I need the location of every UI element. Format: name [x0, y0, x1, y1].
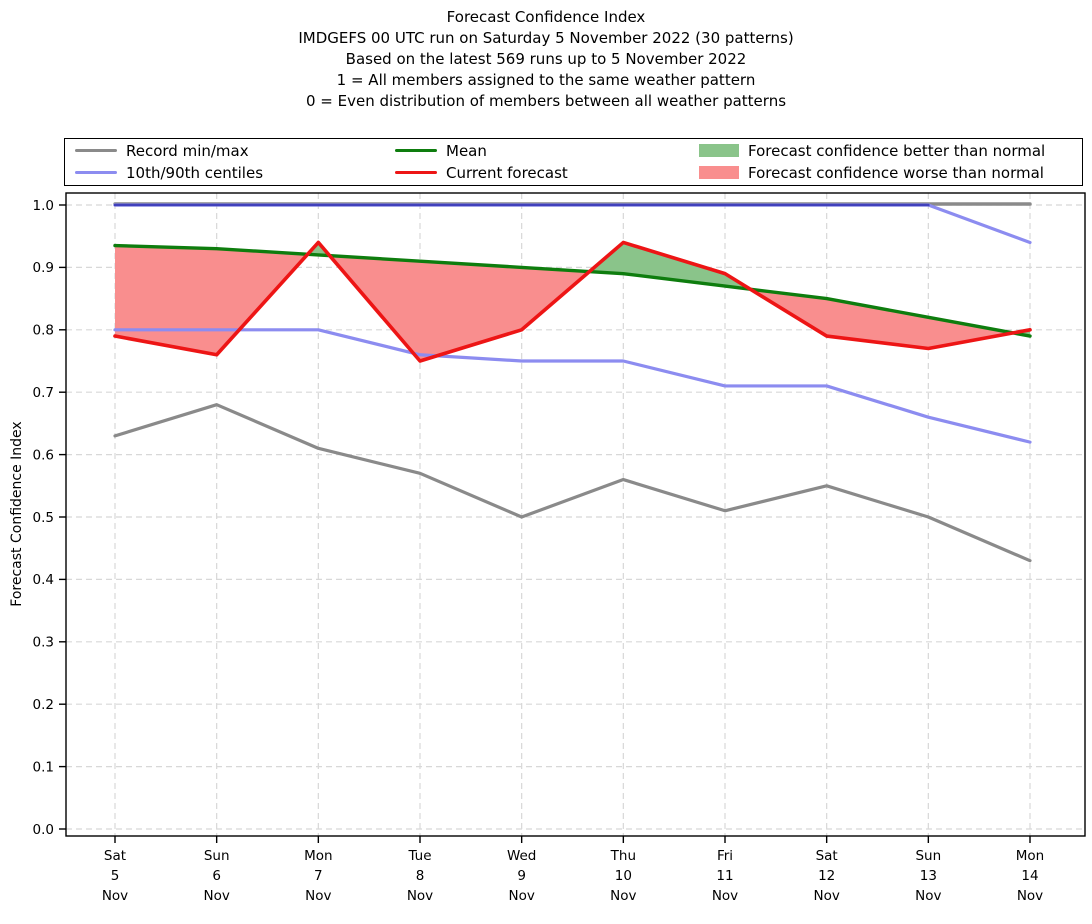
chart-title-block: Forecast Confidence Index IMDGEFS 00 UTC…	[0, 7, 1092, 112]
legend-column-patches: Forecast confidence better than normal F…	[699, 139, 1045, 185]
worse-than-normal-fill-region	[329, 255, 590, 361]
y-tick-label: 0.9	[33, 260, 54, 276]
current-forecast-line-swatch	[395, 170, 437, 175]
current-forecast-line	[113, 240, 1032, 363]
y-tick-label: 0.7	[33, 385, 54, 401]
legend-column-lines-1: Record min/max 10th/90th centiles	[75, 139, 263, 185]
y-tick-label: 0.8	[33, 323, 54, 339]
mean-line-swatch	[395, 148, 437, 153]
x-tick-label: Wed	[507, 848, 536, 864]
x-tick-label: Fri	[717, 848, 733, 864]
y-tick-label: 0.2	[33, 697, 54, 713]
legend-entry-worse-than-normal: Forecast confidence worse than normal	[699, 162, 1045, 183]
legend: Record min/max 10th/90th centiles Mean C…	[64, 138, 1083, 186]
x-tick-label: Mon	[1016, 848, 1044, 864]
legend-label: Current forecast	[446, 163, 568, 182]
legend-label: Forecast confidence better than normal	[748, 141, 1046, 160]
x-tick-label: 7	[314, 868, 323, 884]
x-tick-label: Nov	[813, 888, 839, 904]
worse-than-normal-fill-region	[115, 245, 308, 355]
chart-note-zero: 0 = Even distribution of members between…	[305, 92, 787, 110]
worse-than-normal-fill-region	[750, 289, 1014, 349]
better-than-normal-patch-swatch	[699, 144, 739, 157]
legend-entry-record-minmax: Record min/max	[75, 140, 263, 161]
record-minmax-line-swatch	[75, 148, 117, 153]
x-tick-label: 5	[111, 868, 120, 884]
x-tick-label: 10	[615, 868, 632, 884]
x-tick-label: Sun	[204, 848, 230, 864]
centiles-line-swatch	[75, 170, 117, 175]
x-tick-label: Sat	[104, 848, 126, 864]
x-tick-label: 8	[416, 868, 425, 884]
x-tick-label: Sun	[915, 848, 941, 864]
y-tick-label: 0.1	[33, 759, 54, 775]
x-tick-label: Nov	[915, 888, 941, 904]
chart-note-one: 1 = All members assigned to the same wea…	[336, 71, 756, 89]
better-than-normal-fill-region	[589, 242, 751, 290]
x-tick-label: Sat	[816, 848, 838, 864]
x-tick-label: Thu	[610, 848, 636, 864]
record-min-line	[113, 403, 1032, 563]
legend-entry-mean: Mean	[395, 140, 568, 161]
y-tick-label: 1.0	[33, 198, 54, 214]
x-tick-label: Nov	[203, 888, 229, 904]
legend-label: Forecast confidence worse than normal	[748, 163, 1044, 182]
legend-column-lines-2: Mean Current forecast	[395, 139, 568, 185]
better-than-normal-fill-region	[307, 242, 330, 256]
x-tick-label: Nov	[407, 888, 433, 904]
legend-label: 10th/90th centiles	[126, 163, 264, 182]
chart-subtitle-runs: Based on the latest 569 runs up to 5 Nov…	[345, 50, 747, 68]
y-tick-label: 0.0	[33, 822, 54, 838]
plot-border	[65, 192, 1086, 837]
y-tick-label: 0.3	[33, 635, 54, 651]
x-tick-label: Nov	[102, 888, 128, 904]
legend-entry-current-forecast: Current forecast	[395, 162, 568, 183]
x-tick-label: 13	[920, 868, 937, 884]
x-tick-label: Nov	[1017, 888, 1043, 904]
legend-entry-better-than-normal: Forecast confidence better than normal	[699, 140, 1045, 161]
x-tick-label: Nov	[712, 888, 738, 904]
legend-entry-centiles: 10th/90th centiles	[75, 162, 263, 183]
x-tick-label: Mon	[304, 848, 332, 864]
chart-title: Forecast Confidence Index	[446, 8, 646, 26]
x-tick-label: Nov	[610, 888, 636, 904]
x-tick-label: 14	[1021, 868, 1038, 884]
centile-90-line	[113, 203, 1032, 245]
x-tick-label: Nov	[508, 888, 534, 904]
y-tick-label: 0.5	[33, 510, 54, 526]
x-tick-label: 12	[818, 868, 835, 884]
y-tick-label: 0.4	[33, 572, 54, 588]
y-tick-label: 0.6	[33, 447, 54, 463]
worse-than-normal-patch-swatch	[699, 166, 739, 179]
x-tick-label: 11	[716, 868, 733, 884]
x-tick-label: 6	[212, 868, 221, 884]
mean-line	[113, 243, 1032, 338]
centile-10-line	[113, 328, 1032, 444]
x-tick-label: 9	[517, 868, 526, 884]
x-tick-label: Nov	[305, 888, 331, 904]
legend-label: Record min/max	[126, 141, 249, 160]
x-tick-label: Tue	[407, 848, 431, 864]
legend-label: Mean	[446, 141, 487, 160]
chart-subtitle-run: IMDGEFS 00 UTC run on Saturday 5 Novembe…	[298, 29, 794, 47]
